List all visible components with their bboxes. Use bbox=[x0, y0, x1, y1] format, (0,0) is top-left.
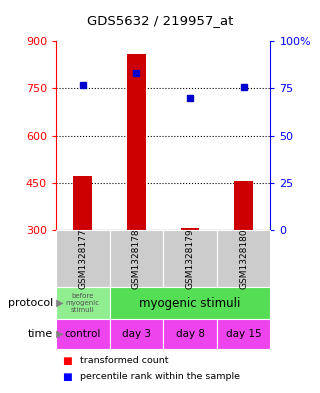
Text: ■: ■ bbox=[62, 356, 72, 365]
Text: day 8: day 8 bbox=[175, 329, 204, 339]
Bar bbox=[234, 181, 253, 230]
Bar bbox=[180, 228, 199, 230]
Bar bbox=[127, 54, 146, 230]
Text: protocol: protocol bbox=[8, 298, 53, 308]
Text: ▶: ▶ bbox=[53, 329, 63, 339]
Text: ▶: ▶ bbox=[53, 298, 63, 308]
Text: GDS5632 / 219957_at: GDS5632 / 219957_at bbox=[87, 14, 233, 27]
Text: myogenic stimuli: myogenic stimuli bbox=[139, 296, 241, 310]
Text: GSM1328179: GSM1328179 bbox=[186, 228, 195, 289]
Text: GSM1328180: GSM1328180 bbox=[239, 228, 248, 289]
Text: ■: ■ bbox=[62, 372, 72, 382]
Text: GSM1328177: GSM1328177 bbox=[78, 228, 87, 289]
Text: transformed count: transformed count bbox=[80, 356, 169, 365]
Text: time: time bbox=[28, 329, 53, 339]
Text: control: control bbox=[65, 329, 101, 339]
Bar bbox=[73, 176, 92, 230]
Text: before
myogenic
stimuli: before myogenic stimuli bbox=[66, 293, 100, 313]
Text: percentile rank within the sample: percentile rank within the sample bbox=[80, 372, 240, 381]
Text: day 15: day 15 bbox=[226, 329, 261, 339]
Text: day 3: day 3 bbox=[122, 329, 151, 339]
Text: GSM1328178: GSM1328178 bbox=[132, 228, 141, 289]
